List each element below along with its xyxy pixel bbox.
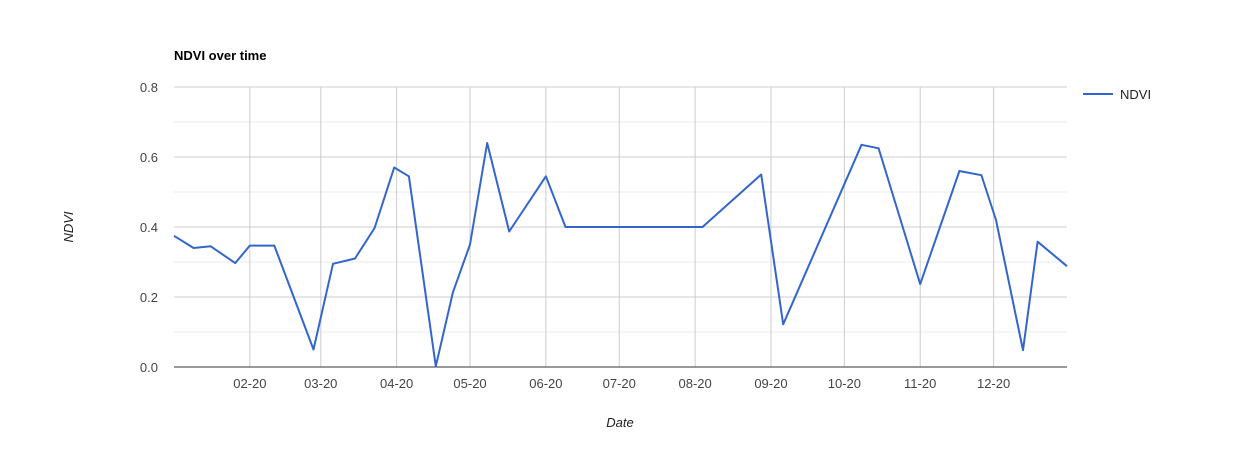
x-tick-label: 11-20 xyxy=(904,376,936,391)
x-tick-label: 10-20 xyxy=(828,376,861,391)
y-tick-label: 0.6 xyxy=(140,150,158,165)
x-tick-label: 02-20 xyxy=(233,376,266,391)
series-lines xyxy=(173,142,1068,368)
x-axis-ticks: 02-20 03-20 04-20 05-20 06-20 07-20 08-20 09-20… xyxy=(233,376,1010,391)
x-tick-label: 04-20 xyxy=(380,376,413,391)
y-tick-label: 0.0 xyxy=(140,360,158,375)
y-tick-label: 0.2 xyxy=(140,290,158,305)
legend-label-ndvi: NDVI xyxy=(1120,87,1151,102)
x-tick-label: 09-20 xyxy=(754,376,787,391)
x-tick-label: 12-20 xyxy=(977,376,1010,391)
y-axis-ticks: 0.0 0.2 0.4 0.6 0.8 xyxy=(140,80,158,375)
series-line-ndvi xyxy=(173,142,1068,368)
x-tick-label: 08-20 xyxy=(678,376,711,391)
x-tick-label: 06-20 xyxy=(529,376,562,391)
y-tick-label: 0.8 xyxy=(140,80,158,95)
x-tick-label: 03-20 xyxy=(304,376,337,391)
x-axis-title: Date xyxy=(606,415,633,430)
chart-title: NDVI over time xyxy=(174,48,266,63)
x-tick-label: 07-20 xyxy=(603,376,636,391)
y-tick-label: 0.4 xyxy=(140,220,158,235)
y-axis-title: NDVI xyxy=(61,211,76,242)
x-tick-label: 05-20 xyxy=(453,376,486,391)
legend: NDVI xyxy=(1083,87,1151,102)
